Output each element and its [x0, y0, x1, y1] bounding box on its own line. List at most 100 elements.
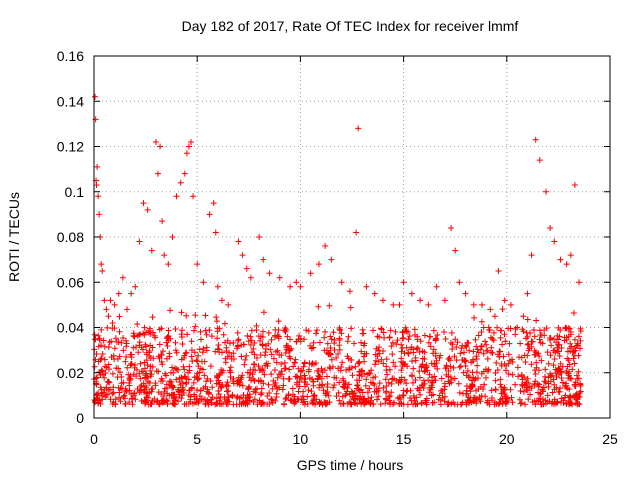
data-point	[487, 306, 494, 313]
y-tick-label: 0	[76, 410, 84, 426]
data-point	[206, 211, 213, 218]
data-point	[266, 270, 273, 277]
data-point	[214, 283, 221, 290]
data-point	[119, 274, 126, 281]
data-point	[448, 224, 455, 231]
data-point	[190, 193, 197, 200]
data-point	[218, 297, 225, 304]
data-point	[152, 138, 159, 145]
data-point	[396, 301, 403, 308]
data-point	[107, 297, 114, 304]
data-point	[528, 252, 535, 259]
data-point	[557, 256, 564, 263]
data-point	[101, 297, 108, 304]
y-tick-label: 0.04	[57, 320, 84, 336]
data-point	[379, 297, 386, 304]
data-point	[124, 306, 131, 313]
data-point	[256, 234, 263, 240]
x-tick-label: 5	[193, 431, 201, 447]
data-point	[514, 324, 521, 331]
data-point	[532, 136, 539, 143]
data-point	[307, 270, 314, 277]
y-tick-label: 0.06	[57, 274, 84, 290]
data-point	[346, 288, 353, 295]
x-tick-label: 25	[602, 431, 618, 447]
data-point	[479, 301, 486, 308]
data-point	[276, 274, 283, 281]
data-point	[165, 261, 172, 268]
data-point	[293, 279, 300, 286]
data-point	[94, 163, 101, 170]
data-point	[507, 301, 514, 308]
data-point	[128, 290, 135, 297]
data-point	[520, 313, 527, 320]
data-point	[297, 283, 304, 290]
data-point	[177, 179, 184, 186]
x-tick-label: 0	[90, 431, 98, 447]
data-point	[462, 290, 469, 297]
data-point	[338, 279, 345, 286]
data-point	[200, 279, 207, 286]
data-point	[287, 283, 294, 290]
data-point	[157, 143, 164, 150]
data-point	[159, 218, 166, 225]
data-point	[363, 283, 370, 290]
data-point	[144, 206, 151, 213]
data-point	[543, 188, 550, 195]
data-point	[109, 319, 116, 326]
data-point	[235, 238, 242, 245]
data-point	[115, 290, 122, 297]
data-point	[328, 256, 335, 263]
data-point	[105, 313, 112, 320]
data-point	[96, 211, 103, 218]
data-point	[456, 279, 463, 286]
data-point	[524, 290, 531, 297]
data-point	[567, 252, 574, 259]
data-point	[260, 256, 267, 263]
data-point	[210, 200, 217, 207]
data-point	[148, 247, 155, 254]
data-point	[154, 170, 161, 177]
data-point	[140, 200, 147, 207]
y-tick-label: 0.02	[57, 365, 84, 381]
data-point	[495, 267, 502, 274]
y-tick-label: 0.08	[57, 229, 84, 245]
data-point	[322, 243, 329, 250]
data-point	[547, 224, 554, 231]
data-point	[371, 290, 378, 297]
data-point	[355, 125, 362, 132]
data-point	[576, 279, 583, 286]
data-point	[185, 143, 192, 150]
data-point	[225, 301, 232, 308]
data-point	[551, 238, 558, 245]
y-tick-label: 0.12	[57, 139, 84, 155]
data-point	[501, 297, 508, 304]
data-point	[181, 170, 188, 177]
data-point	[417, 297, 424, 304]
y-tick-label: 0.1	[65, 184, 85, 200]
x-axis-label: GPS time / hours	[297, 457, 404, 473]
data-point	[99, 267, 106, 274]
data-point	[169, 234, 176, 240]
grid-lines	[94, 56, 610, 418]
data-point	[353, 229, 360, 236]
data-point	[470, 301, 477, 308]
chart-title: Day 182 of 2017, Rate Of TEC Index for r…	[182, 18, 519, 34]
x-tick-label: 20	[499, 431, 515, 447]
data-point	[111, 301, 118, 308]
data-point	[212, 229, 219, 236]
data-point	[563, 261, 570, 268]
data-point	[103, 306, 110, 313]
data-point	[390, 301, 397, 308]
data-point	[433, 283, 440, 290]
x-tick-label: 15	[396, 431, 412, 447]
data-point	[571, 181, 578, 188]
x-tick-label: 10	[293, 431, 309, 447]
data-point	[194, 261, 201, 268]
y-axis-label: ROTI / TECUs	[6, 192, 22, 282]
data-point	[247, 274, 254, 281]
data-points	[92, 93, 583, 331]
data-point	[173, 193, 180, 200]
data-point	[536, 157, 543, 164]
